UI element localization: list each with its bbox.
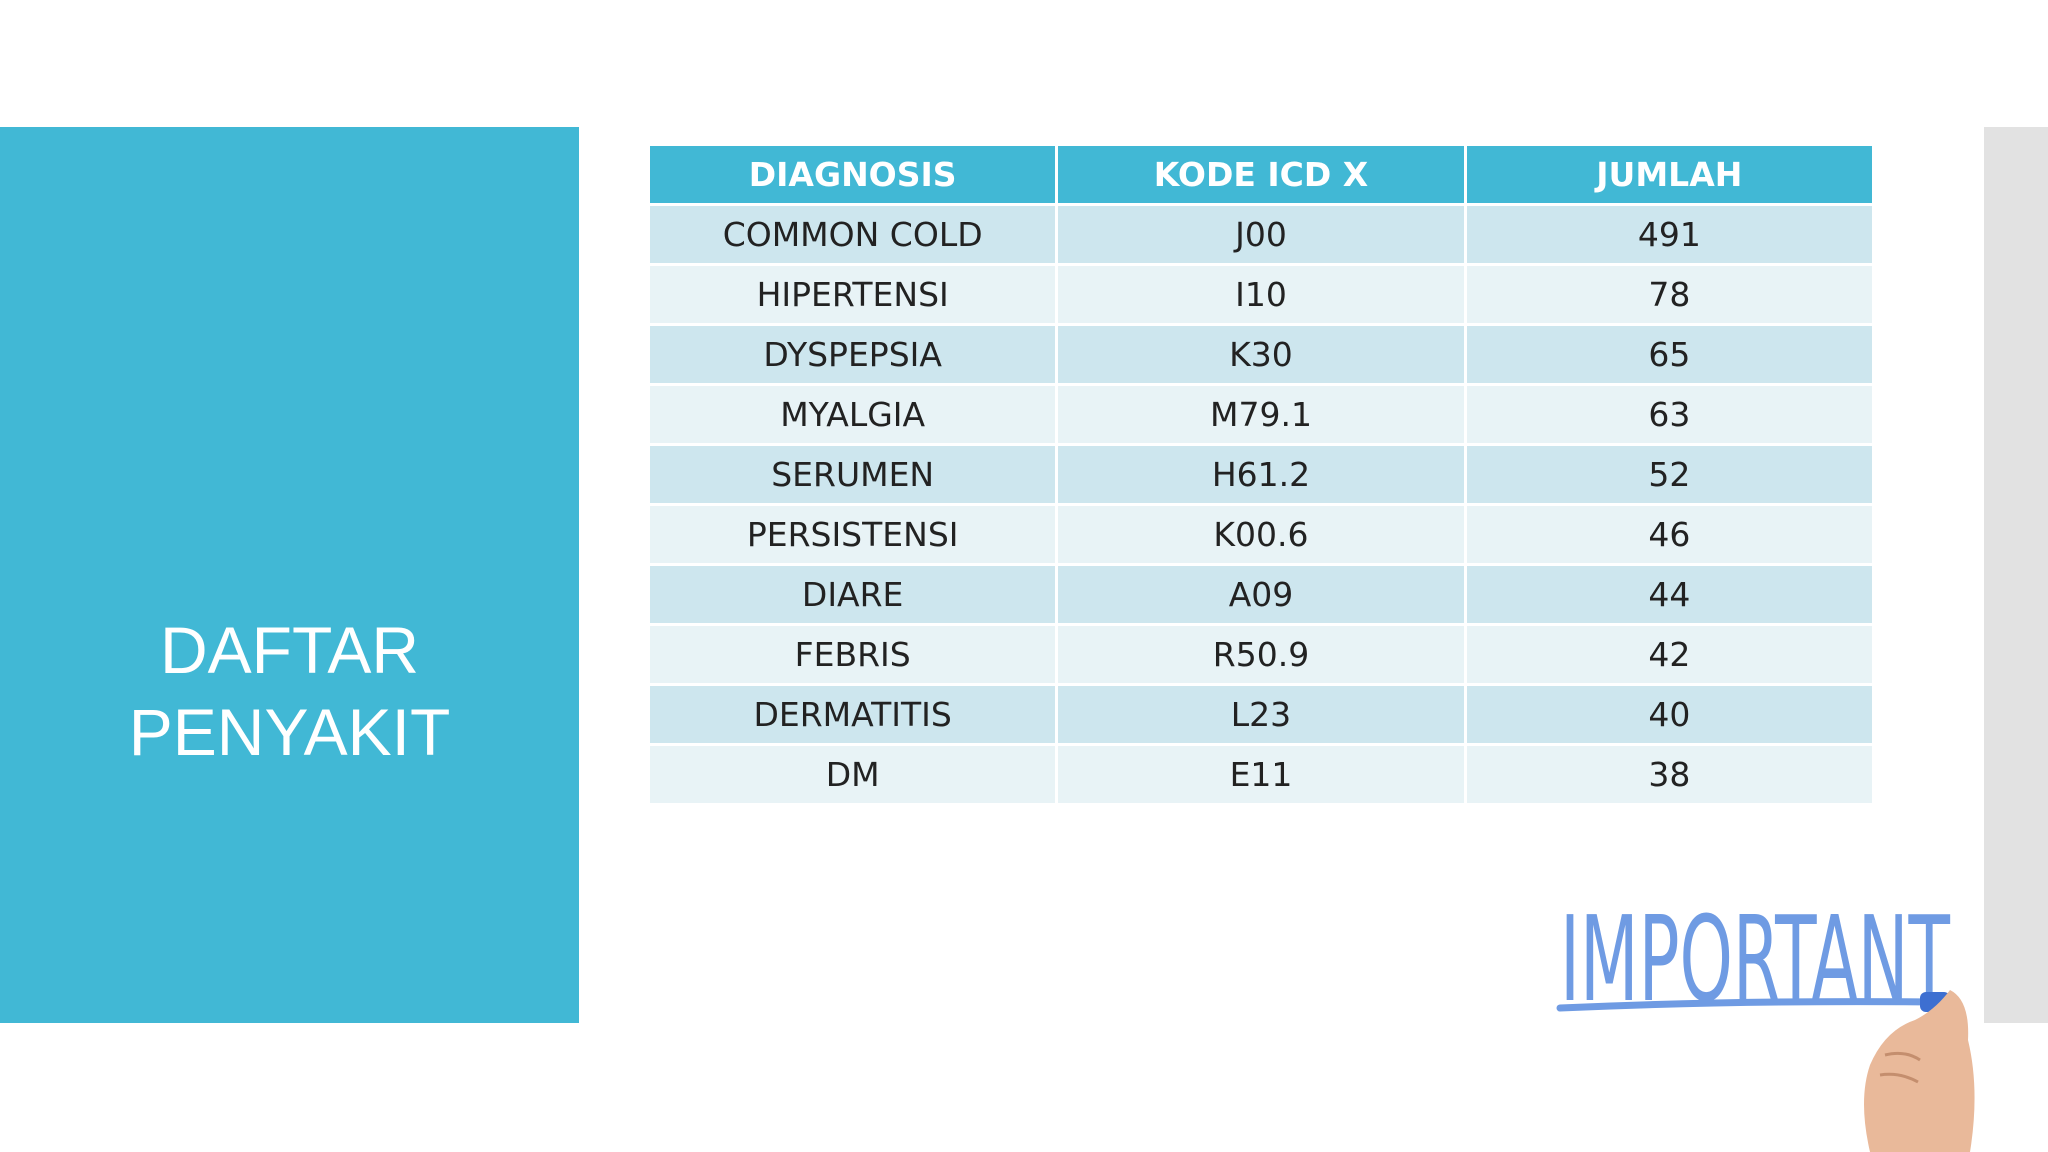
table-cell: DYSPEPSIA [650,326,1056,383]
disease-table: DIAGNOSIS KODE ICD X JUMLAH COMMON COLD J00… [647,143,1875,806]
table-row: SERUMEN H61.2 52 [650,446,1872,503]
table-cell: 52 [1466,446,1872,503]
header-cell: JUMLAH [1466,146,1872,203]
table-row: DM E11 38 [650,746,1872,803]
table-cell: HIPERTENSI [650,266,1056,323]
table-cell: J00 [1058,206,1464,263]
table-cell: R50.9 [1058,626,1464,683]
table-row: DERMATITIS L23 40 [650,686,1872,743]
hand [1864,990,1975,1152]
table-cell: A09 [1058,566,1464,623]
table-row: HIPERTENSI I10 78 [650,266,1872,323]
header-cell: DIAGNOSIS [650,146,1056,203]
hand-lines [1879,1051,1921,1084]
table-row: DIARE A09 44 [650,566,1872,623]
table-cell: E11 [1058,746,1464,803]
table-cell: L23 [1058,686,1464,743]
table-row: FEBRIS R50.9 42 [650,626,1872,683]
table-cell: 38 [1466,746,1872,803]
table-cell: H61.2 [1058,446,1464,503]
table-cell: FEBRIS [650,626,1056,683]
table-cell: 42 [1466,626,1872,683]
table-cell: 63 [1466,386,1872,443]
table-row: DYSPEPSIA K30 65 [650,326,1872,383]
table-cell: DERMATITIS [650,686,1056,743]
table-cell: 65 [1466,326,1872,383]
table-cell: 44 [1466,566,1872,623]
table-cell: COMMON COLD [650,206,1056,263]
table-cell: DM [650,746,1056,803]
title-panel: DAFTAR PENYAKIT [0,127,579,1023]
table-cell: SERUMEN [650,446,1056,503]
table-row: PERSISTENSI K00.6 46 [650,506,1872,563]
table-cell: 78 [1466,266,1872,323]
table-cell: I10 [1058,266,1464,323]
table-cell: K00.6 [1058,506,1464,563]
table-cell: MYALGIA [650,386,1056,443]
table-row: MYALGIA M79.1 63 [650,386,1872,443]
table-cell: PERSISTENSI [650,506,1056,563]
table-body: COMMON COLD J00 491 HIPERTENSI I10 78 DYSPEPSI… [650,206,1872,803]
header-cell: KODE ICD X [1058,146,1464,203]
side-bar [1984,127,2048,1023]
table-row: COMMON COLD J00 491 [650,206,1872,263]
slide-title: DAFTAR PENYAKIT [0,609,579,773]
table-cell: M79.1 [1058,386,1464,443]
title-text: DAFTAR PENYAKIT [128,613,451,769]
header-row: DIAGNOSIS KODE ICD X JUMLAH [650,146,1872,203]
underline [1556,998,1939,1012]
table-cell: DIARE [650,566,1056,623]
table-cell: 40 [1466,686,1872,743]
table-cell: 491 [1466,206,1872,263]
table-cell: K30 [1058,326,1464,383]
important-illustration: IMPORTANT [1556,890,1975,1152]
table-cell: 46 [1466,506,1872,563]
